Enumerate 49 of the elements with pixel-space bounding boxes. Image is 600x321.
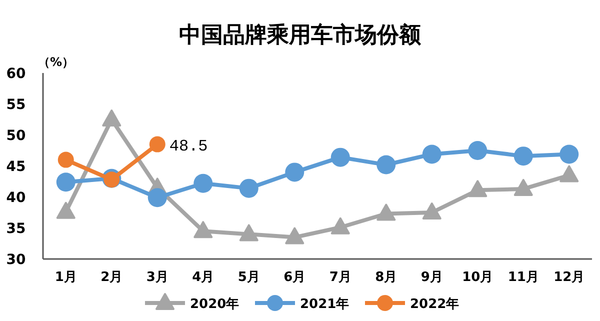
y-tick-label: 30 xyxy=(6,252,26,268)
point xyxy=(239,224,258,242)
x-tick-label: 9月 xyxy=(420,270,443,285)
point xyxy=(149,136,166,152)
y-axis-title: （%） xyxy=(38,55,74,69)
legend-label: 2021年 xyxy=(300,297,350,312)
data-label: 48.5 xyxy=(169,137,208,156)
point xyxy=(376,204,396,221)
point xyxy=(330,148,350,167)
point xyxy=(285,162,304,182)
y-tick-label: 40 xyxy=(6,190,26,206)
point xyxy=(422,144,442,164)
point xyxy=(194,221,213,238)
point xyxy=(148,188,167,208)
point xyxy=(422,202,442,220)
point xyxy=(514,146,533,166)
x-tick-label: 5月 xyxy=(238,270,260,285)
point xyxy=(56,202,76,219)
legend-label: 2022年 xyxy=(410,297,460,312)
point xyxy=(468,180,488,198)
x-tick-label: 4月 xyxy=(192,270,214,285)
x-tick-label: 12月 xyxy=(554,270,585,285)
point xyxy=(194,174,213,193)
point xyxy=(514,178,533,196)
x-tick-label: 8月 xyxy=(375,270,398,285)
legend-label: 2020年 xyxy=(190,297,240,312)
point xyxy=(560,144,579,164)
y-tick-label: 55 xyxy=(6,97,26,113)
point xyxy=(104,172,120,188)
point xyxy=(58,152,74,168)
point xyxy=(560,165,579,182)
x-tick-label: 2月 xyxy=(100,270,123,285)
x-tick-label: 6月 xyxy=(284,270,306,285)
x-tick-label: 10月 xyxy=(462,270,494,285)
chart-title: 中国品牌乘用车市场份额 xyxy=(179,22,422,48)
y-tick-label: 50 xyxy=(6,128,26,144)
point xyxy=(56,172,76,192)
x-tick-label: 11月 xyxy=(508,270,539,285)
x-tick-label: 7月 xyxy=(329,270,352,285)
y-tick-label: 45 xyxy=(6,159,26,175)
point xyxy=(285,227,304,244)
x-tick-label: 3月 xyxy=(146,270,168,285)
y-tick-label: 35 xyxy=(6,221,26,237)
point xyxy=(468,141,488,160)
point xyxy=(239,178,258,198)
point xyxy=(330,217,350,234)
point xyxy=(376,155,396,174)
y-tick-label: 60 xyxy=(6,66,26,82)
x-tick-label: 1月 xyxy=(54,270,77,285)
